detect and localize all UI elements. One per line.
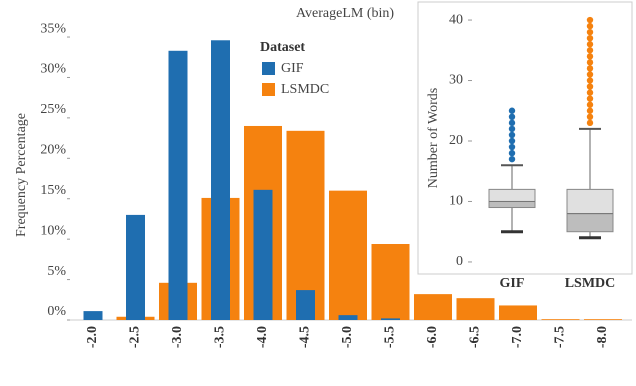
outlier [586,101,594,108]
box-upper [488,188,536,202]
outlier [586,95,594,102]
bar [456,298,495,320]
box-lower [566,213,614,233]
x-tick-label: -2.0 [85,326,100,348]
outlier [586,89,594,96]
legend-title: Dataset [260,40,305,55]
legend-swatch [262,83,275,96]
legend-label: GIF [281,61,304,76]
bar [584,319,622,320]
outlier [586,41,594,48]
x-tick-label: -6.5 [468,326,483,348]
outlier [508,143,516,151]
outlier [586,65,594,72]
x-tick-label: -4.0 [255,326,270,348]
y-tick-label: 20 [449,133,463,148]
y-axis-label: Number of Words [426,88,441,189]
outlier [586,28,594,36]
x-tick-label: GIF [500,276,525,291]
outlier [586,34,594,42]
outlier [586,119,594,127]
bar [414,294,452,320]
outlier [508,113,516,121]
box-upper [566,188,614,215]
legend-swatch [262,62,275,75]
x-tick-label: -2.5 [128,326,143,348]
chart-title: AverageLM (bin) [296,6,394,21]
bar [338,315,358,320]
x-tick-label: -7.0 [510,326,525,348]
bar [286,130,325,320]
bar [126,214,145,320]
y-tick-label: 40 [449,12,463,27]
bar [211,40,230,320]
outlier [508,137,516,145]
outlier [586,107,594,114]
x-tick-label: -4.5 [298,326,313,348]
x-tick-label: -6.0 [425,326,440,348]
x-tick-label: -3.0 [170,326,185,348]
bar [381,318,400,320]
outlier [508,149,516,157]
x-tick-label: LSMDC [565,276,616,291]
outlier [586,71,594,78]
outlier [586,113,594,121]
outlier [586,22,594,30]
y-tick-label: 20% [40,143,66,158]
box-lower [488,200,536,209]
outlier [508,125,516,133]
x-tick-label: -8.0 [595,326,610,348]
bar [371,244,410,320]
outlier [586,83,594,90]
outlier [508,131,516,139]
y-tick-label: 30% [40,62,66,77]
outlier [586,77,594,84]
bar [168,50,188,320]
bar [296,290,315,320]
x-tick-label: -3.5 [213,326,228,348]
x-tick-label: -7.5 [553,326,568,348]
y-axis-label: Frequency Percentage [14,113,29,237]
y-tick-label: 25% [40,102,66,117]
y-tick-label: 10% [40,223,66,238]
bar [499,305,537,320]
x-tick-label: -5.0 [340,326,355,348]
y-tick-label: 30 [449,73,463,88]
legend-label: LSMDC [281,82,329,97]
x-tick-label: -5.5 [383,326,398,348]
bar [253,189,273,320]
y-tick-label: 10 [449,194,463,209]
y-tick-label: 0% [47,304,66,319]
y-tick-label: 15% [40,183,66,198]
outlier [508,119,516,127]
bar [329,190,367,320]
outlier [586,59,594,66]
y-tick-label: 35% [40,21,66,36]
y-tick-label: 0 [456,254,463,269]
outlier [586,16,594,24]
outlier [508,107,516,114]
bar [83,311,103,320]
outlier [586,53,594,60]
bar [541,319,580,320]
outlier [586,47,594,54]
outlier [508,155,516,163]
y-tick-label: 5% [47,264,66,279]
